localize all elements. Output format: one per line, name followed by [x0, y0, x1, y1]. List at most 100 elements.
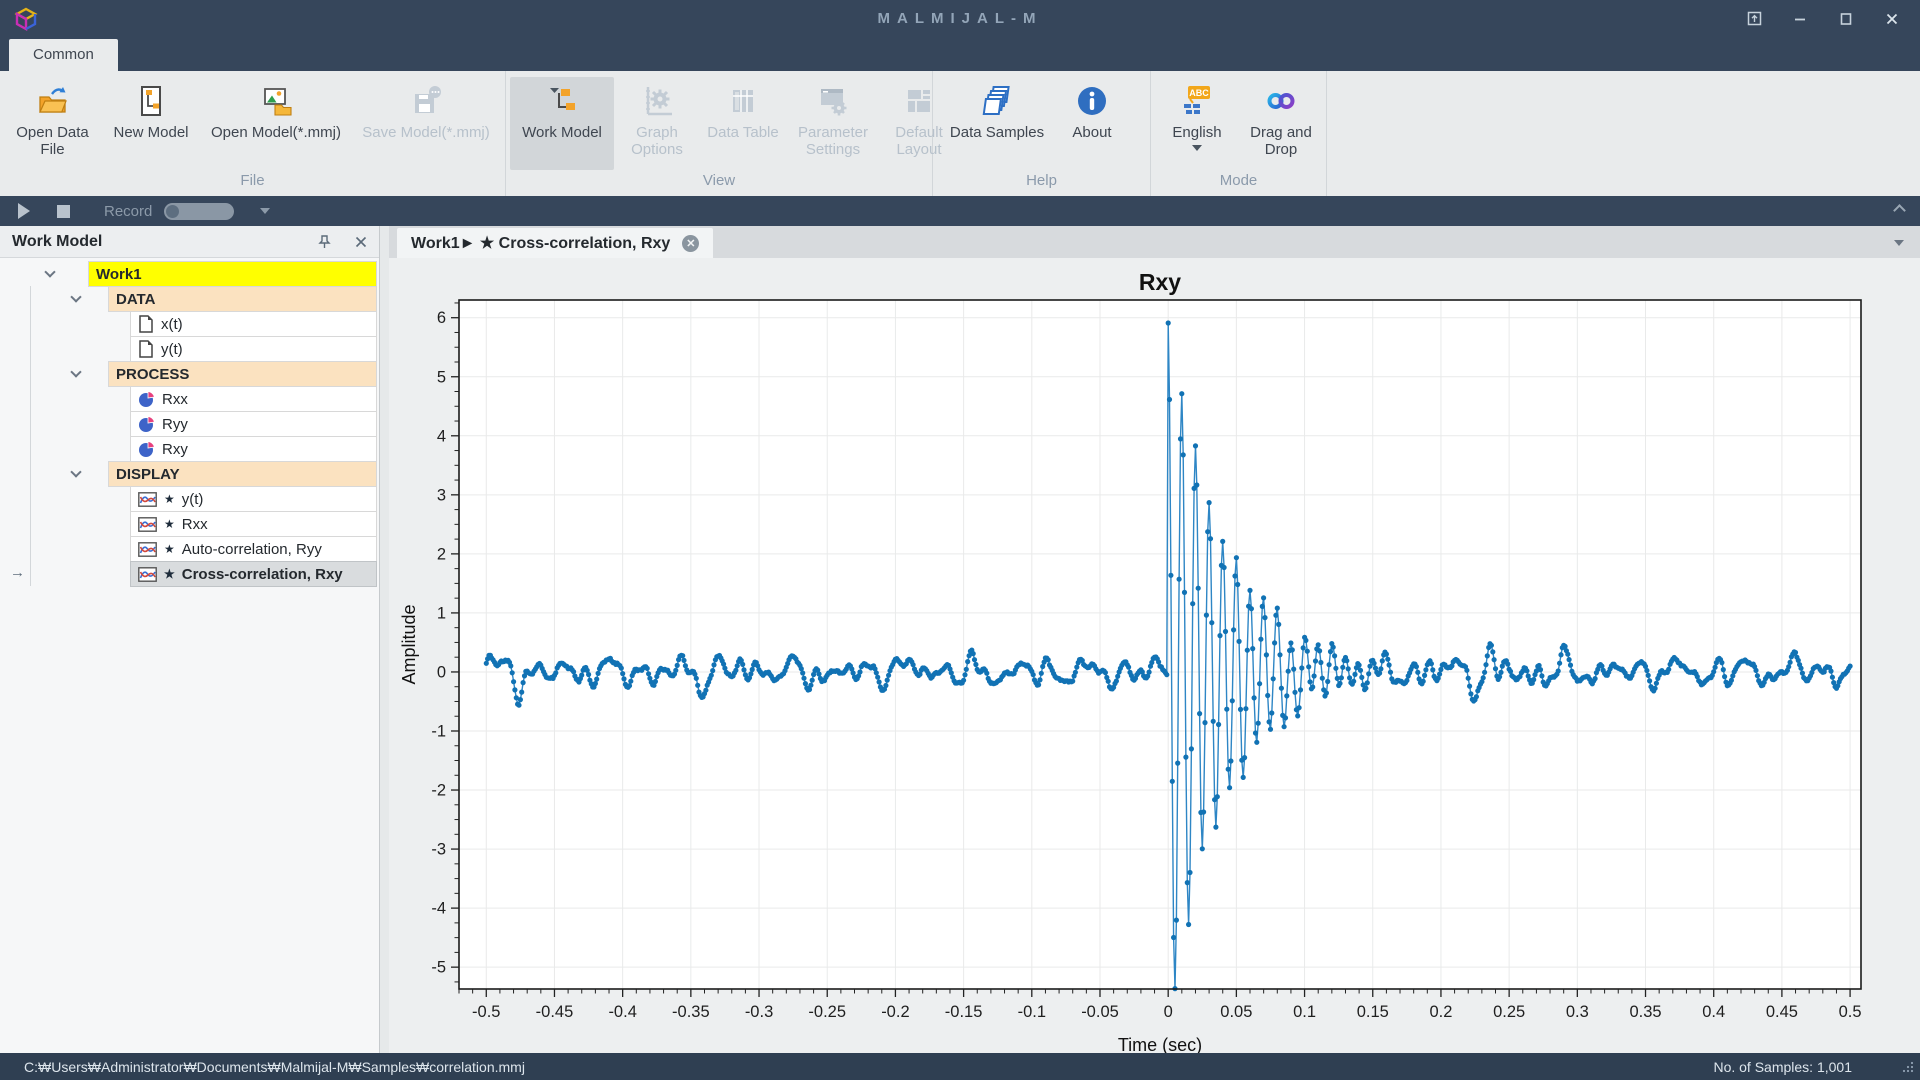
record-toggle-knob: [166, 204, 180, 218]
record-toggle[interactable]: [164, 202, 235, 220]
open-data-file-icon: [35, 83, 71, 119]
collapse-toolbar-chevron-icon[interactable]: [1893, 204, 1906, 217]
tree-item-rxx-display[interactable]: ★ Rxx: [0, 511, 379, 537]
pin-panel-icon[interactable]: [318, 234, 331, 249]
parameter-settings-icon: [815, 83, 851, 119]
minimize-button[interactable]: [1792, 11, 1808, 27]
save-model-icon: [408, 83, 444, 119]
new-model-button[interactable]: New Model: [101, 77, 201, 170]
app-logo-icon: [14, 7, 38, 31]
stop-button[interactable]: [57, 204, 70, 218]
file-path-text: C:₩Users₩Administrator₩Documents₩Malmija…: [24, 1058, 525, 1075]
tree-item-cell[interactable]: DATA: [108, 286, 377, 312]
play-button[interactable]: [18, 203, 30, 219]
tree-item-auto-correlation-ryy-display[interactable]: ★ Auto-correlation, Ryy: [0, 536, 379, 562]
tree-item-rxy[interactable]: Rxy: [0, 436, 379, 462]
data-table-icon: [725, 83, 761, 119]
ribbon-group-label-view: View: [702, 172, 736, 189]
display-item-icon: [138, 566, 157, 582]
tree-item-rxx[interactable]: Rxx: [0, 386, 379, 412]
graph-options-label: Graph Options: [631, 124, 683, 159]
close-panel-icon[interactable]: [355, 236, 367, 248]
tab-list-dropdown-caret-icon[interactable]: [1894, 240, 1904, 246]
dock-window-button[interactable]: [1746, 11, 1762, 27]
drag-and-drop-label: Drag and Drop: [1250, 124, 1312, 159]
tree-item-y-t-display[interactable]: ★ y(t): [0, 486, 379, 512]
language-dropdown-caret-icon[interactable]: [1192, 145, 1202, 152]
expander-chevron-icon[interactable]: [70, 466, 82, 478]
ribbon-group-mode: ABC English: [1151, 71, 1327, 196]
y-tick-label: 0: [437, 663, 446, 681]
ribbon-tab-common[interactable]: Common: [9, 39, 118, 71]
language-abc-icon: ABC: [1179, 83, 1215, 119]
maximize-button[interactable]: [1838, 11, 1854, 27]
language-button[interactable]: ABC English: [1155, 77, 1239, 170]
data-table-label: Data Table: [707, 124, 779, 141]
tree-item-cell[interactable]: y(t): [130, 336, 377, 362]
tree-item-x-t[interactable]: x(t): [0, 311, 379, 337]
default-layout-button: Default Layout: [880, 77, 958, 170]
drag-and-drop-button[interactable]: Drag and Drop: [1239, 77, 1323, 170]
tree-item-cell[interactable]: x(t): [130, 311, 377, 337]
tree-item-label: Cross-correlation, Rxy: [181, 565, 343, 583]
x-tick-label: -0.45: [536, 1003, 574, 1021]
work-model-button[interactable]: Work Model: [510, 77, 614, 170]
document-tab-cross-correlation[interactable]: Work1► ★ Cross-correlation, Rxy ✕: [397, 228, 714, 258]
open-data-file-button[interactable]: Open Data File: [4, 77, 101, 170]
new-model-icon: [133, 83, 169, 119]
tree-item-cell[interactable]: ★ Auto-correlation, Ryy: [130, 536, 377, 562]
about-button[interactable]: About: [1057, 77, 1127, 170]
tree-item-data[interactable]: DATA: [0, 286, 379, 312]
cross-correlation-chart[interactable]: -0.5 -0.45 -0.4 -0.35 -0.3 -0.25 -0.2 -0.15 -0.1…: [389, 258, 1920, 1053]
tree-item-label: Rxy: [162, 440, 188, 458]
record-dropdown-caret-icon[interactable]: [260, 208, 271, 214]
open-model-button[interactable]: Open Model(*.mmj): [201, 77, 351, 170]
record-toolbar: Record: [0, 196, 1920, 226]
expander-chevron-icon[interactable]: [70, 366, 82, 378]
drag-and-drop-infinity-icon: [1263, 83, 1299, 119]
tree-item-y-t[interactable]: y(t): [0, 336, 379, 362]
tree-item-process[interactable]: PROCESS: [0, 361, 379, 387]
x-tick-label: 0.35: [1629, 1003, 1661, 1021]
tree-item-label: PROCESS: [116, 365, 190, 383]
x-tick-label: 0.2: [1429, 1003, 1452, 1021]
process-item-icon: [138, 415, 155, 433]
tree-item-work1[interactable]: Work1: [0, 261, 379, 287]
tree-item-cell[interactable]: PROCESS: [108, 361, 377, 387]
tree-item-cross-correlation-rxy-display[interactable]: → ★ Cross-correlation, Rxy: [0, 561, 379, 587]
parameter-settings-button: Parameter Settings: [786, 77, 880, 170]
tree-item-cell[interactable]: DISPLAY: [108, 461, 377, 487]
tree-item-cell[interactable]: Work1: [88, 261, 377, 287]
star-icon: ★: [164, 567, 175, 581]
panel-splitter[interactable]: [380, 226, 389, 1053]
tree-item-label: DATA: [116, 290, 156, 308]
expander-chevron-icon[interactable]: [44, 266, 56, 278]
tree-item-label: Auto-correlation, Ryy: [181, 540, 322, 558]
tree-item-display[interactable]: DISPLAY: [0, 461, 379, 487]
tree-item-cell[interactable]: Ryy: [130, 411, 377, 437]
tree-item-cell[interactable]: Rxy: [130, 436, 377, 462]
x-tick-label: -0.2: [881, 1003, 909, 1021]
y-tick-label: -3: [431, 841, 446, 859]
tree-item-cell[interactable]: ★ Cross-correlation, Rxy: [130, 561, 377, 587]
open-model-label: Open Model(*.mmj): [210, 124, 342, 141]
about-label: About: [1072, 124, 1112, 141]
ribbon-group-help: Data Samples About Help: [933, 71, 1151, 196]
document-tab-close-icon[interactable]: ✕: [682, 234, 700, 252]
tree-item-cell[interactable]: ★ y(t): [130, 486, 377, 512]
data-samples-button[interactable]: Data Samples: [937, 77, 1057, 170]
chart-title: Rxy: [1139, 269, 1181, 295]
close-button[interactable]: [1884, 11, 1900, 27]
x-axis-label: Time (sec): [1118, 1035, 1202, 1053]
resize-grip-icon[interactable]: [1902, 1060, 1914, 1076]
data-samples-label: Data Samples: [949, 124, 1045, 141]
tree-item-cell[interactable]: Rxx: [130, 386, 377, 412]
x-tick-label: 0.45: [1766, 1003, 1798, 1021]
expander-chevron-icon[interactable]: [70, 291, 82, 303]
default-layout-label: Default Layout: [895, 124, 943, 159]
tree-item-cell[interactable]: ★ Rxx: [130, 511, 377, 537]
tree-item-ryy[interactable]: Ryy: [0, 411, 379, 437]
tree-guide-line: [30, 286, 31, 586]
plot-border: [458, 299, 1862, 990]
tree-item-label: DISPLAY: [116, 465, 180, 483]
